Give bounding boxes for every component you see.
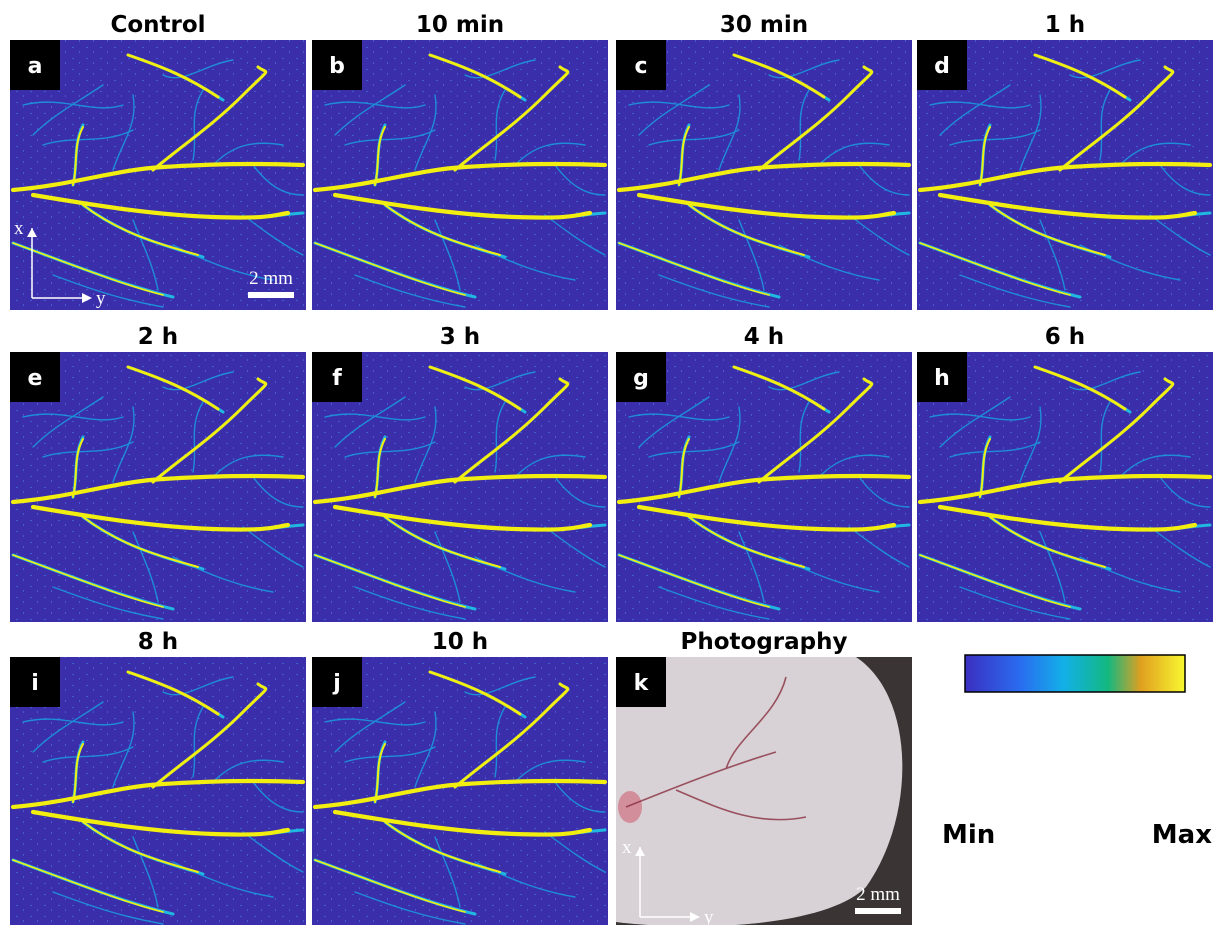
- panel-letter: g: [633, 366, 649, 391]
- axis-label-y: y: [704, 907, 714, 925]
- panel-letter: e: [28, 366, 43, 391]
- panel-title: 6 h: [1045, 324, 1085, 350]
- panel-title: 10 min: [416, 12, 504, 38]
- panel-letter: j: [332, 671, 341, 696]
- colorbar-min: Min: [942, 820, 995, 850]
- panel: 2 h e: [10, 324, 306, 622]
- panel: 3 h f: [312, 324, 608, 622]
- panel-title: 1 h: [1045, 12, 1085, 38]
- panel-letter: a: [28, 54, 43, 79]
- panel-letter: d: [934, 54, 950, 79]
- axis-label-x: x: [14, 218, 24, 239]
- panel-title: 30 min: [720, 12, 808, 38]
- panel-letter: k: [634, 671, 650, 696]
- figure: Control a x y 2 mm 10 min b 30 min c 1 h d 2 h e 3 h f…: [0, 0, 1217, 925]
- scale-bar-label: 2 mm: [249, 268, 293, 289]
- panel-letter: b: [329, 54, 345, 79]
- panel: 10 min b: [312, 12, 608, 310]
- panel: 10 h j: [312, 629, 608, 925]
- panel-letter: i: [31, 671, 39, 696]
- colorbar: Min Max: [942, 655, 1212, 850]
- panel-title: 2 h: [138, 324, 178, 350]
- panel-title: Control: [110, 12, 205, 38]
- panel: Control a x y 2 mm: [10, 12, 306, 310]
- colorbar-gradient: [965, 655, 1185, 692]
- panel: 6 h h: [917, 324, 1213, 622]
- panel-title: 4 h: [744, 324, 784, 350]
- axis-label-x: x: [622, 837, 632, 858]
- panel-letter: h: [934, 366, 950, 391]
- panel: 4 h g: [616, 324, 912, 622]
- panel-title: 10 h: [432, 629, 488, 655]
- colorbar-max: Max: [1152, 820, 1212, 850]
- panel-title: 3 h: [440, 324, 480, 350]
- scale-bar: [855, 908, 901, 914]
- panel-letter: c: [634, 54, 647, 79]
- panel-title: 8 h: [138, 629, 178, 655]
- panel-title: Photography: [681, 629, 848, 655]
- panels: Control a x y 2 mm 10 min b 30 min c 1 h d 2 h e 3 h f…: [10, 12, 1213, 925]
- panel: 1 h d: [917, 12, 1213, 310]
- panel-letter: f: [332, 366, 342, 391]
- axis-label-y: y: [96, 288, 106, 309]
- panel: 8 h i: [10, 629, 306, 925]
- panel: 30 min c: [616, 12, 912, 310]
- red-spot: [618, 791, 642, 823]
- scale-bar-label: 2 mm: [856, 884, 900, 905]
- scale-bar: [248, 292, 294, 298]
- panel: Photography k x y 2 mm: [616, 629, 912, 925]
